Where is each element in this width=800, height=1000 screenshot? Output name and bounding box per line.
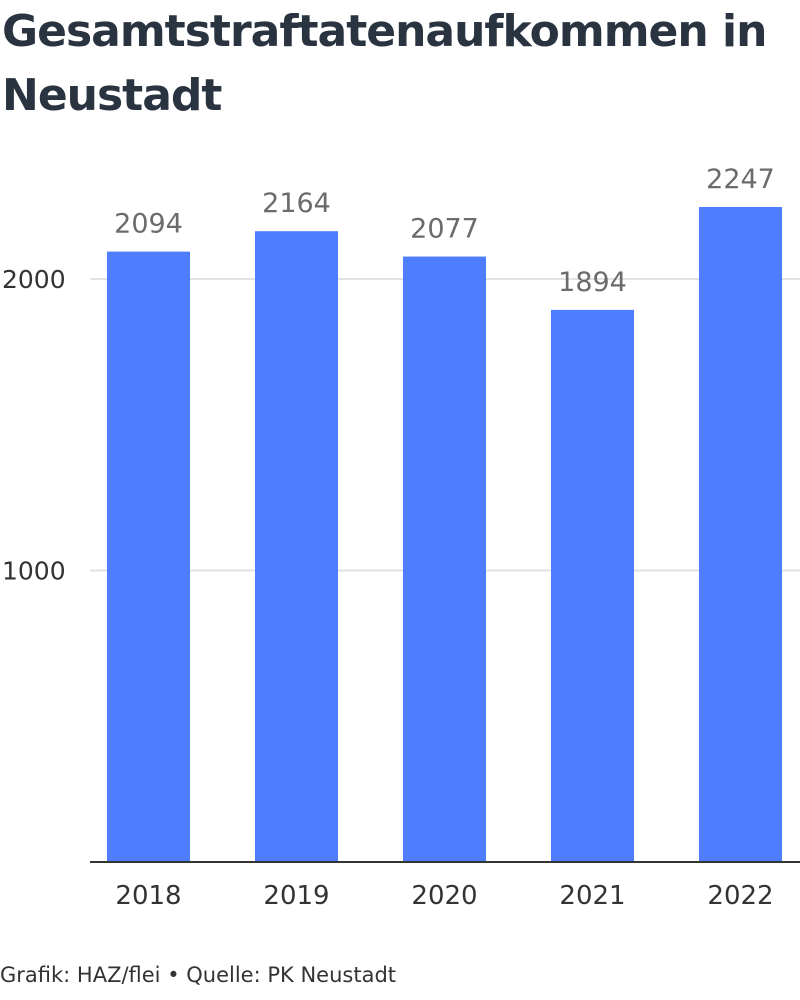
- y-tick-label: 2000: [2, 265, 66, 294]
- x-tick-label: 2018: [115, 881, 181, 911]
- bar-2018: [107, 251, 190, 862]
- bar-2019: [255, 231, 338, 863]
- chart-title: Gesamtstraftatenaufkommen in Neustadt: [2, 6, 767, 121]
- bar-2021: [551, 309, 634, 862]
- bar-2022: [699, 206, 782, 862]
- x-tick-label: 2019: [263, 881, 329, 911]
- data-label: 1894: [558, 267, 627, 298]
- x-tick-label: 2021: [559, 881, 625, 911]
- source-footer: Grafik: HAZ/flei • Quelle: PK Neustadt: [0, 963, 397, 987]
- data-label: 2247: [706, 164, 775, 195]
- data-label: 2164: [262, 188, 331, 219]
- x-tick-label: 2020: [411, 881, 477, 911]
- bars: [107, 206, 782, 863]
- data-labels: 2094 2164 2077 1894 2247: [114, 164, 775, 298]
- y-tick-label: 1000: [2, 557, 66, 586]
- bar-2020: [403, 256, 486, 862]
- x-tick-labels: 2018 2019 2020 2021 2022: [115, 881, 773, 911]
- x-tick-label: 2022: [707, 881, 773, 911]
- y-tick-labels: 1000 2000: [2, 265, 66, 586]
- data-label: 2077: [410, 214, 479, 245]
- data-label: 2094: [114, 209, 183, 240]
